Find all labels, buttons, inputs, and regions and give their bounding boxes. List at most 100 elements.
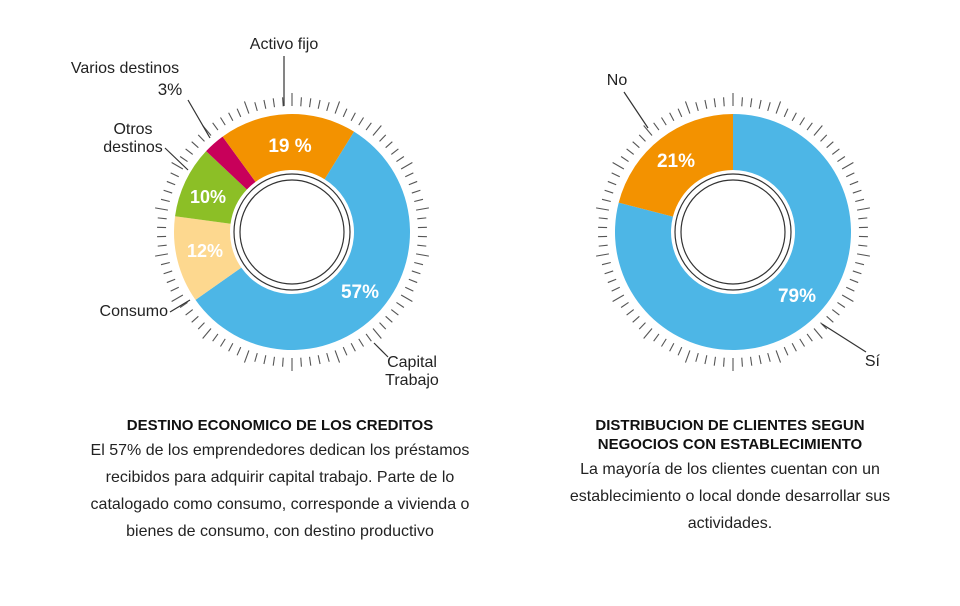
tick-mark [669,342,675,352]
tick-mark [837,302,846,308]
tick-mark [342,108,348,118]
tick-mark [166,278,176,284]
tick-mark [334,350,341,363]
tick-mark [858,217,868,220]
tick-mark [767,102,771,112]
tick-mark [228,342,234,352]
value-label-varios-destinos: 3% [158,80,183,99]
tick-mark [350,342,356,352]
tick-mark [677,346,683,356]
tick-mark [856,207,870,211]
chart-title: DESTINO ECONOMICO DE LOS CREDITOS [126,417,434,434]
tick-mark [684,350,691,363]
inner-ring [680,179,786,285]
category-label-si: Sí [865,353,881,370]
tick-mark [611,172,620,178]
tick-mark [749,356,753,366]
tick-mark [604,189,614,194]
tick-mark [620,156,629,162]
tick-mark [400,294,413,302]
tick-mark [813,125,823,136]
tick-mark [365,333,372,342]
tick-mark [396,302,405,308]
tick-mark [411,189,421,194]
tick-mark [171,294,184,302]
tick-mark [723,357,725,367]
tick-mark [212,333,219,342]
value-label-activo-fijo: 19 % [268,136,311,157]
tick-mark [317,355,321,365]
tick-mark [185,309,194,316]
tick-mark [179,156,188,162]
tick-mark [390,148,399,155]
value-label-si: 79% [778,286,816,307]
tick-mark [379,134,387,142]
tick-mark [228,112,234,122]
tick-mark [820,322,828,330]
tick-mark [160,261,170,266]
tick-mark [197,322,205,330]
tick-mark [713,98,717,108]
tick-mark [783,346,789,356]
tick-mark [414,198,424,203]
category-label-consumo: Consumo [100,303,169,320]
tick-mark [852,189,862,194]
tick-mark [342,346,348,356]
slice-si [615,114,852,351]
slice-varios-destinos [206,136,256,190]
tick-mark [405,286,414,292]
tick-mark [191,141,199,149]
tick-mark [846,286,855,292]
tick-mark [300,357,302,367]
tick-mark [160,198,170,203]
tick-mark [806,122,813,131]
tick-mark [308,98,312,108]
slice-capital-trabajo [195,131,410,351]
tick-mark [390,309,399,316]
tick-mark [660,117,667,126]
tick-mark [308,356,312,366]
tick-mark [272,356,276,366]
tick-mark [831,309,840,316]
tick-mark [601,261,611,266]
leader-line [821,323,867,353]
caption-destino-economico: DESTINO ECONOMICO DE LOS CREDITOS El 57%… [90,416,470,545]
tick-ring [155,93,429,371]
tick-mark [767,352,771,362]
tick-mark [155,253,169,257]
tick-mark [219,117,226,126]
category-label-otros-destinos: destinos [103,139,163,156]
tick-mark [846,172,855,178]
leader-line [373,342,389,358]
tick-mark [236,346,242,356]
tick-mark [643,125,653,136]
tick-mark [326,102,330,112]
tick-mark [408,278,418,284]
slice-consumo [173,216,242,300]
leader-line [169,299,191,313]
leader-line [164,147,189,171]
tick-mark [300,97,302,107]
tick-mark [155,207,169,211]
tick-mark [660,338,667,347]
tick-mark [358,338,365,347]
tick-mark [799,117,806,126]
value-label-otros-destinos: 10% [190,187,226,207]
tick-mark [157,244,167,247]
tick-mark [334,101,341,114]
tick-mark [163,270,173,275]
tick-mark [806,333,813,342]
tick-mark [219,338,226,347]
slice-otros-destinos [175,151,247,224]
tick-mark [858,244,868,247]
tick-mark [799,338,806,347]
tick-mark [385,315,393,323]
tick-mark [695,352,699,362]
leader-line [187,99,211,139]
tick-mark [417,244,427,247]
tick-mark [612,162,625,170]
caption-distribucion-clientes: DISTRIBUCION DE CLIENTES SEGUN NEGOCIOS … [560,416,900,537]
tick-mark [620,302,629,308]
tick-mark [415,253,429,257]
tick-mark [191,315,199,323]
